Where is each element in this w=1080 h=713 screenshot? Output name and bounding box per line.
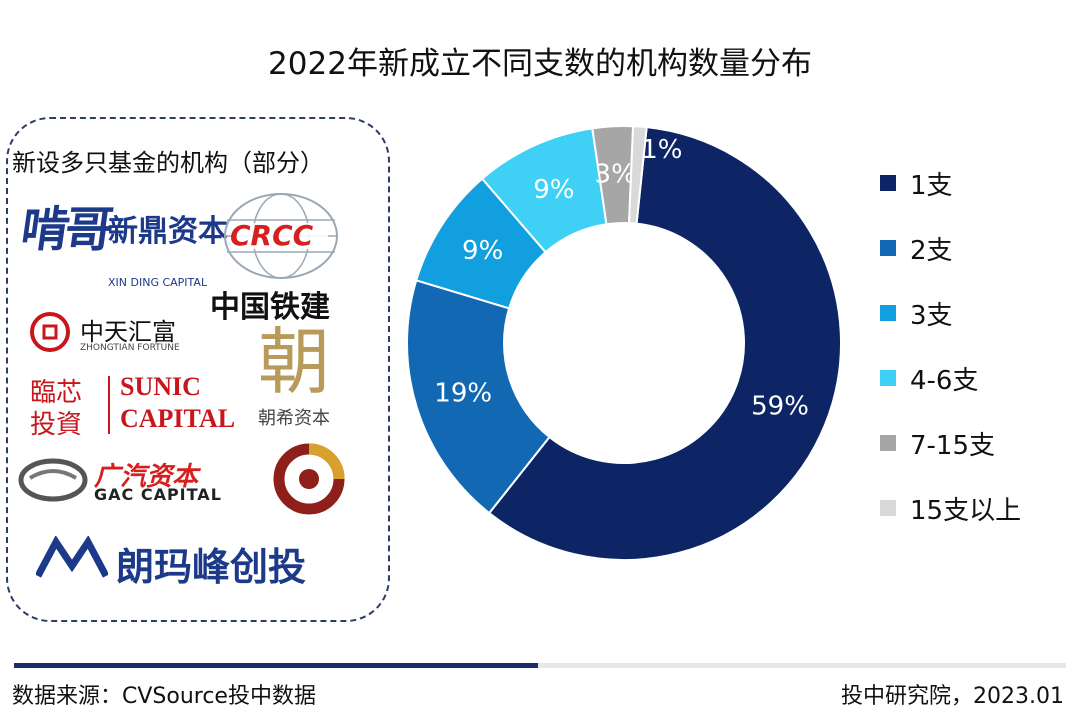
donut-slice-0 [487,126,842,561]
legend-item-2: 3支 [880,298,953,331]
sunic-line-1: SUNIC [120,372,201,401]
donut-label-2: 9% [462,236,503,266]
legend-swatch-5 [880,500,896,516]
report-credit: 投中研究院，2023.01 [841,684,1064,709]
donut-label-5: 1% [641,135,682,165]
zhongtian-name: 中天汇富 [80,318,176,346]
linxin-name-1: 臨芯 [30,378,83,408]
legend-label-1: 2支 [910,235,953,266]
brown-ring-icon [273,443,345,515]
linxin-name-2: 投資 [30,410,83,440]
footer-divider [14,663,1066,668]
chart-title: 2022年新成立不同支数的机构数量分布 [268,46,812,82]
legend-swatch-3 [880,370,896,386]
legend-label-3: 4-6支 [910,365,979,396]
donut-slice-1 [406,279,551,515]
legend-swatch-2 [880,305,896,321]
langma-mountain-icon [36,536,108,578]
donut-slice-5 [627,125,648,225]
gac-english: GAC CAPITAL [94,485,222,504]
donut-label-4: 3% [595,160,636,190]
legend-swatch-4 [880,435,896,451]
legend-swatch-1 [880,240,896,256]
logo-panel [6,117,390,622]
zhongtian-coin-icon [30,312,70,352]
crcc-globe-icon [224,193,338,279]
donut-label-1: 19% [434,378,492,408]
legend-swatch-0 [880,175,896,191]
zhaoxi-name: 朝希资本 [258,408,330,429]
crcc-badge: CRCC [230,219,314,252]
legend-label-2: 3支 [910,300,953,331]
sunic-line-2: CAPITAL [120,404,236,433]
legend-item-3: 4-6支 [880,363,978,396]
langma-name: 朗玛峰创投 [116,545,307,589]
legend-label-5: 15支以上 [910,495,1022,526]
xinding-name: 新鼎资本 [108,214,228,249]
legend-item-0: 1支 [880,168,953,201]
donut-label-0: 59% [751,392,809,422]
gac-emblem-icon [18,458,88,502]
gac-name: 广汽资本 [94,462,199,492]
linxin-divider [108,376,110,434]
legend-item-1: 2支 [880,233,953,266]
zhongtian-english: ZHONGTIAN FORTUNE [80,343,180,353]
donut-label-3: 9% [533,175,574,205]
legend-label-4: 7-15支 [910,430,996,461]
zhaoxi-seal: 朝 [258,320,331,404]
crcc-name: 中国铁建 [210,290,330,325]
logo-panel-title: 新设多只基金的机构（部分） [12,149,324,177]
xinding-english: XIN DING CAPITAL [108,276,208,289]
footer-divider-accent [14,663,538,668]
legend-item-5: 15支以上 [880,493,1021,526]
data-source: 数据来源：CVSource投中数据 [12,684,316,709]
legend-item-4: 7-15支 [880,428,995,461]
legend-label-0: 1支 [910,170,953,201]
